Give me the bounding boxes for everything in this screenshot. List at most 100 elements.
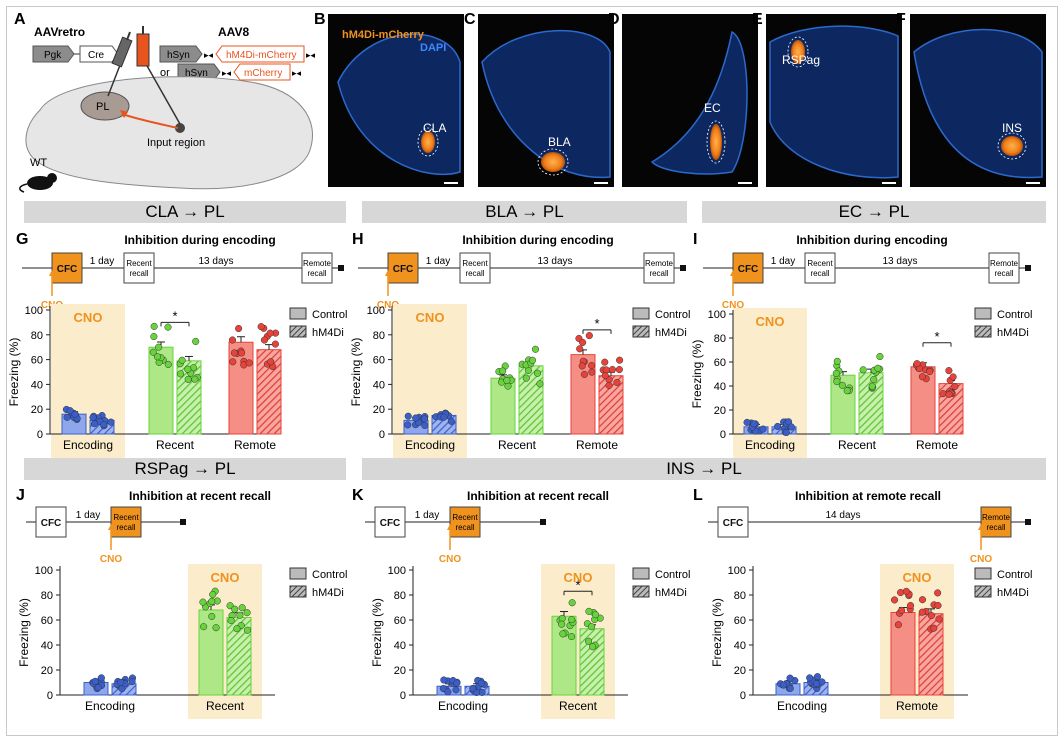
recent-recall-box (110, 506, 142, 538)
cno-arrowhead (385, 270, 391, 276)
panel-a-schematic: A AAVretro Pgk Cre AAV8 hSyn ▸◂ hM4Di-mC… (14, 11, 316, 193)
panel-letter-c: C (464, 11, 476, 28)
y-tick-label: 100 (728, 565, 746, 577)
charts: G Inhibition during encoding CFC CNO 1 day Re… (7, 231, 1032, 719)
x-tick-label: Remote (896, 699, 938, 713)
data-point (918, 373, 926, 381)
data-point (452, 686, 460, 694)
data-point (605, 381, 613, 389)
data-point (945, 390, 953, 398)
cre-label: Cre (88, 50, 105, 61)
cno-phase-label: CNO (903, 570, 932, 585)
loxp-marks-2: ▸◂ (306, 50, 316, 60)
remote-recall-box-label: recall (986, 523, 1005, 532)
section-header-title: RSPag → PL (134, 459, 235, 478)
tissue-section (650, 30, 748, 175)
data-point (91, 677, 99, 685)
data-point (499, 367, 507, 375)
x-tick-label: Recent (498, 438, 537, 452)
data-point (951, 382, 959, 391)
interval-label: 1 day (76, 510, 100, 521)
interval-label: 1 day (426, 256, 450, 267)
region-outline (537, 148, 569, 176)
mouse-icon (19, 173, 57, 193)
data-point (843, 387, 851, 395)
construct-1-label: hM4Di-mCherry (226, 50, 297, 61)
data-point (266, 329, 274, 337)
remote-recall-box-label: recall (994, 269, 1013, 278)
bar-recent-hm4di (858, 372, 884, 435)
y-tick-label: 40 (394, 640, 406, 652)
data-point (440, 413, 448, 421)
cfc-box-label: CFC (723, 518, 744, 529)
chart-title: Inhibition during encoding (796, 233, 947, 247)
y-tick-label: 20 (41, 665, 53, 677)
region-label-ins: INS (1002, 121, 1022, 135)
data-point (615, 366, 623, 374)
data-point (558, 620, 566, 628)
data-point (504, 382, 512, 390)
data-point (585, 637, 593, 645)
data-point (231, 605, 239, 613)
data-point (212, 624, 220, 632)
data-point (236, 611, 244, 619)
y-axis-label: Freezing (%) (370, 598, 384, 667)
data-point (876, 352, 884, 361)
data-point (833, 378, 841, 386)
legend-label-hm4di: hM4Di (655, 327, 687, 339)
data-point (589, 643, 597, 651)
region-label-cla: CLA (423, 121, 446, 135)
data-point (420, 415, 429, 423)
loxp-marks-4: ▸◂ (292, 68, 302, 78)
x-tick-label: Remote (916, 438, 958, 452)
data-point (585, 607, 593, 615)
y-tick-label: 80 (31, 330, 43, 342)
legend-label-control: Control (655, 309, 690, 321)
cfc-box-label: CFC (57, 264, 78, 275)
data-point (477, 679, 485, 687)
data-point (601, 371, 609, 380)
aav8-label: AAV8 (218, 25, 249, 39)
data-point (533, 369, 542, 377)
data-point (813, 673, 822, 681)
data-point (786, 674, 794, 682)
x-tick-label: Encoding (85, 699, 135, 713)
data-point (208, 612, 216, 620)
data-point (934, 589, 942, 597)
region-outline (787, 36, 809, 68)
data-point (257, 323, 265, 331)
chart-panel-h: H Inhibition during encoding CFC CNO 1 day Re… (349, 231, 690, 458)
mcherry-expression (541, 152, 565, 172)
bar-recent-hm4di (579, 628, 605, 696)
data-point (230, 349, 238, 357)
recent-recall-box-label: Recent (807, 259, 833, 268)
panel-letter-h: H (352, 231, 364, 248)
mcherry-expression (791, 40, 805, 64)
recent-recall-box (123, 252, 155, 284)
data-point (229, 358, 237, 366)
data-point (608, 366, 616, 374)
remote-recall-box (301, 252, 333, 284)
section-header-bg (24, 458, 346, 480)
panel-letter-g: G (16, 231, 28, 248)
legend-label-control: Control (997, 569, 1032, 581)
mcherry-expression (1001, 136, 1023, 156)
cno-label: CNO (377, 300, 399, 311)
data-point (200, 623, 208, 631)
data-point (780, 681, 788, 689)
data-point (149, 348, 157, 356)
y-axis-label: Freezing (%) (690, 340, 704, 409)
y-axis-label: Freezing (%) (710, 598, 724, 667)
chart-panel-j: J Inhibition at recent recall CFC 1 day Rece… (16, 487, 347, 719)
data-point (806, 674, 814, 682)
panel-letter-i: I (693, 231, 697, 248)
remote-recall-box (980, 506, 1012, 538)
section-header-bg (362, 201, 687, 223)
hsyn-label-2: hSyn (185, 68, 208, 79)
syringe-orange (136, 26, 181, 125)
recent-recall-box-label: Recent (462, 259, 488, 268)
or-label: or (160, 67, 170, 79)
x-tick-label: Recent (838, 438, 877, 452)
aavretro-label: AAVretro (34, 25, 85, 39)
remote-recall-box-label: Remote (990, 259, 1019, 268)
